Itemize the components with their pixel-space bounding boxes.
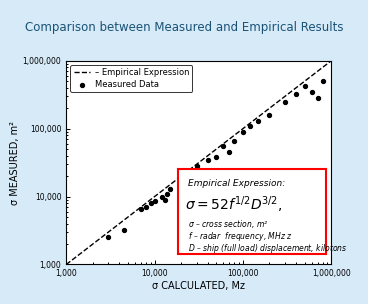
Legend: – Empirical Expression, Measured Data: – Empirical Expression, Measured Data: [70, 65, 192, 92]
Measured Data: [302, 84, 308, 89]
Measured Data: [182, 171, 188, 176]
Measured Data: [106, 235, 112, 240]
X-axis label: σ CALCULATED, Mz: σ CALCULATED, Mz: [152, 281, 245, 291]
Measured Data: [266, 112, 272, 117]
Measured Data: [138, 207, 144, 212]
Text: Empirical Expression:: Empirical Expression:: [188, 179, 285, 188]
Text: Comparison between Measured and Empirical Results: Comparison between Measured and Empirica…: [25, 21, 343, 34]
Measured Data: [162, 197, 167, 202]
Measured Data: [213, 155, 219, 160]
Text: $D$ – ship (full load) displacement, kilotons: $D$ – ship (full load) displacement, kil…: [188, 242, 347, 255]
Measured Data: [121, 228, 127, 233]
Measured Data: [231, 139, 237, 144]
Measured Data: [159, 194, 164, 199]
Measured Data: [220, 144, 226, 149]
Measured Data: [247, 123, 253, 128]
Measured Data: [205, 157, 210, 162]
Measured Data: [178, 174, 184, 178]
Measured Data: [309, 89, 315, 94]
Measured Data: [167, 186, 173, 191]
Measured Data: [282, 99, 288, 104]
Measured Data: [226, 150, 232, 155]
Y-axis label: σ MEASURED, m²: σ MEASURED, m²: [10, 121, 20, 205]
Measured Data: [240, 130, 246, 134]
Text: $f$ – radar  frequency, MHz z: $f$ – radar frequency, MHz z: [188, 230, 293, 243]
Text: $\sigma$ – cross section, m²: $\sigma$ – cross section, m²: [188, 218, 268, 230]
Measured Data: [164, 191, 170, 196]
Measured Data: [315, 96, 321, 101]
Measured Data: [143, 205, 149, 209]
Measured Data: [148, 201, 153, 206]
Measured Data: [320, 79, 326, 84]
Text: $\sigma = 52 f^{1/2} D^{3/2},$: $\sigma = 52 f^{1/2} D^{3/2},$: [185, 195, 282, 215]
Measured Data: [152, 199, 158, 204]
Measured Data: [194, 164, 200, 169]
Measured Data: [293, 92, 299, 97]
Measured Data: [255, 119, 261, 123]
